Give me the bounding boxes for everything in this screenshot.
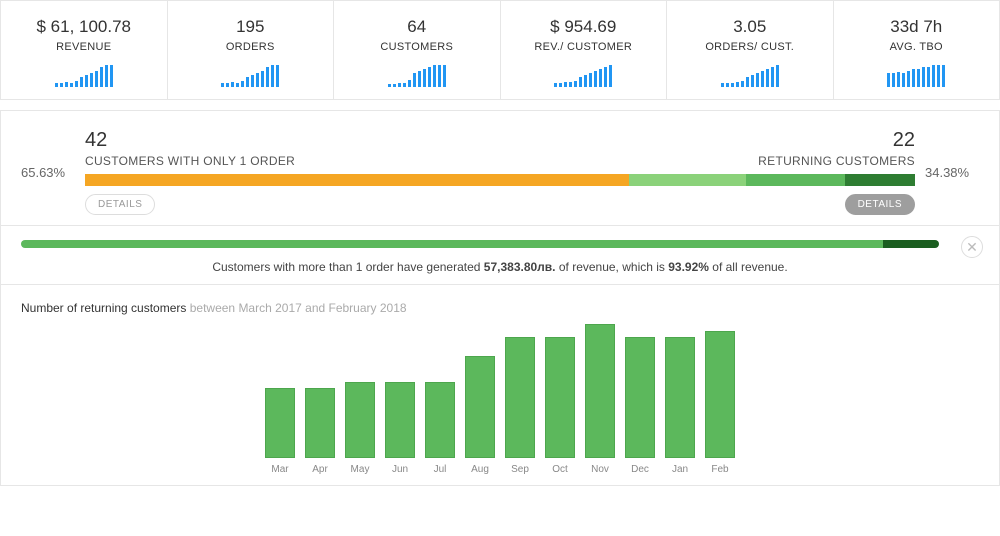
kpi-label: ORDERS/ CUST. xyxy=(673,41,827,53)
insight-text: Customers with more than 1 order have ge… xyxy=(21,260,979,274)
chart-bar-label: Mar xyxy=(271,464,288,475)
chart-bar: Aug xyxy=(463,356,497,475)
sparkline-icon xyxy=(507,63,661,87)
kpi-label: REV./ CUSTOMER xyxy=(507,41,661,53)
chart-bar-rect xyxy=(545,337,575,458)
chart-bar-label: Jul xyxy=(434,464,447,475)
chart-bar-label: Jun xyxy=(392,464,408,475)
details-left-button[interactable]: DETAILS xyxy=(85,194,155,215)
chart-bar: Jun xyxy=(383,382,417,475)
returning-count: 22 xyxy=(758,129,915,152)
only-one-order-label: CUSTOMERS WITH ONLY 1 ORDER xyxy=(85,154,295,168)
returning-bar-chart: Mar Apr May Jun Jul Aug Sep Oct Nov Dec Jan Feb xyxy=(21,325,979,475)
chart-bar: Nov xyxy=(583,324,617,475)
chart-bar-rect xyxy=(585,324,615,458)
chart-bar-label: May xyxy=(351,464,370,475)
breakdown-segment xyxy=(629,174,745,186)
sparkline-icon xyxy=(174,63,328,87)
chart-bar-rect xyxy=(305,388,335,458)
sparkline-icon xyxy=(340,63,494,87)
breakdown-segment xyxy=(746,174,846,186)
chart-bar: Oct xyxy=(543,337,577,475)
breakdown-bar-area: 42 CUSTOMERS WITH ONLY 1 ORDER 22 RETURN… xyxy=(85,129,915,215)
chart-bar-label: Jan xyxy=(672,464,688,475)
chart-bar-label: Feb xyxy=(711,464,728,475)
chart-bar: Apr xyxy=(303,388,337,475)
details-right-button[interactable]: DETAILS xyxy=(845,194,915,215)
chart-bar-label: Sep xyxy=(511,464,529,475)
chart-bar-label: Apr xyxy=(312,464,328,475)
kpi-label: ORDERS xyxy=(174,41,328,53)
breakdown-segment xyxy=(85,174,629,186)
kpi-label: REVENUE xyxy=(7,41,161,53)
chart-bar-rect xyxy=(465,356,495,458)
kpi-card[interactable]: 195 ORDERS xyxy=(168,1,335,99)
kpi-label: CUSTOMERS xyxy=(340,41,494,53)
chart-bar-rect xyxy=(665,337,695,458)
kpi-label: AVG. TBO xyxy=(840,41,994,53)
breakdown-progress-bar xyxy=(85,174,915,186)
sparkline-icon xyxy=(673,63,827,87)
kpi-card[interactable]: 64 CUSTOMERS xyxy=(334,1,501,99)
chart-bar-rect xyxy=(505,337,535,458)
chart-bar: May xyxy=(343,382,377,475)
sparkline-icon xyxy=(840,63,994,87)
chart-bar: Feb xyxy=(703,331,737,475)
kpi-value: 33d 7h xyxy=(840,17,994,37)
insight-suffix: of all revenue. xyxy=(709,260,788,274)
insight-prefix: Customers with more than 1 order have ge… xyxy=(212,260,483,274)
chart-bar-label: Dec xyxy=(631,464,649,475)
returning-label: RETURNING CUSTOMERS xyxy=(758,154,915,168)
chart-bar: Jan xyxy=(663,337,697,475)
chart-bar-rect xyxy=(705,331,735,458)
sparkline-icon xyxy=(7,63,161,87)
chart-title-main: Number of returning customers xyxy=(21,301,190,315)
kpi-card[interactable]: 3.05 ORDERS/ CUST. xyxy=(667,1,834,99)
chart-title-range: between March 2017 and February 2018 xyxy=(190,301,407,315)
insight-mid: of revenue, which is xyxy=(556,260,669,274)
breakdown-segment xyxy=(845,174,915,186)
chart-bar-rect xyxy=(425,382,455,458)
chart-bar-rect xyxy=(265,388,295,458)
close-icon[interactable]: ✕ xyxy=(961,236,983,258)
kpi-card[interactable]: $ 61, 100.78 REVENUE xyxy=(1,1,168,99)
kpi-value: 3.05 xyxy=(673,17,827,37)
insight-amount: 57,383.80лв. xyxy=(484,260,556,274)
only-one-order-count: 42 xyxy=(85,129,295,152)
left-percent: 65.63% xyxy=(21,165,75,180)
chart-bar-rect xyxy=(345,382,375,458)
chart-bar-rect xyxy=(625,337,655,458)
chart-title: Number of returning customers between Ma… xyxy=(21,301,979,315)
insight-percent: 93.92% xyxy=(668,260,709,274)
returning-chart-panel: Number of returning customers between Ma… xyxy=(0,285,1000,486)
insight-panel: ✕ Customers with more than 1 order have … xyxy=(0,226,1000,285)
chart-bar-rect xyxy=(385,382,415,458)
customer-breakdown-panel: 65.63% 42 CUSTOMERS WITH ONLY 1 ORDER 22… xyxy=(0,110,1000,226)
chart-bar: Dec xyxy=(623,337,657,475)
kpi-value: 64 xyxy=(340,17,494,37)
insight-segment xyxy=(883,240,939,248)
chart-bar-label: Aug xyxy=(471,464,489,475)
kpi-card[interactable]: 33d 7h AVG. TBO xyxy=(834,1,1000,99)
insight-progress-bar xyxy=(21,240,939,248)
kpi-value: $ 954.69 xyxy=(507,17,661,37)
chart-bar: Jul xyxy=(423,382,457,475)
kpi-card[interactable]: $ 954.69 REV./ CUSTOMER xyxy=(501,1,668,99)
chart-bar: Sep xyxy=(503,337,537,475)
kpi-row: $ 61, 100.78 REVENUE 195 ORDERS 64 CUSTOMERS $… xyxy=(0,0,1000,100)
kpi-value: 195 xyxy=(174,17,328,37)
right-percent: 34.38% xyxy=(925,165,979,180)
insight-segment xyxy=(21,240,883,248)
chart-bar-label: Oct xyxy=(552,464,568,475)
chart-bar-label: Nov xyxy=(591,464,609,475)
kpi-value: $ 61, 100.78 xyxy=(7,17,161,37)
chart-bar: Mar xyxy=(263,388,297,475)
